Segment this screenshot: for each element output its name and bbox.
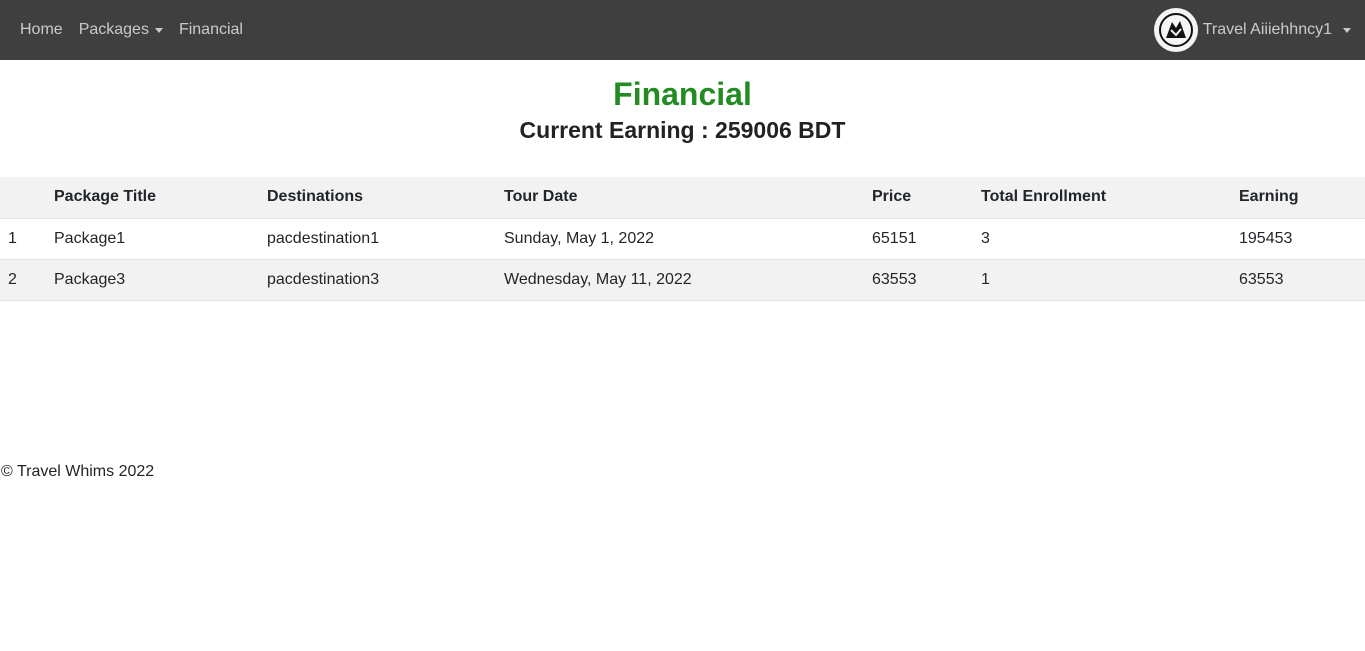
financial-table: Package Title Destinations Tour Date Pri… — [0, 177, 1365, 301]
nav-links: Home Packages Financial — [20, 21, 243, 39]
nav-home-link[interactable]: Home — [20, 21, 63, 38]
cell-index: 2 — [0, 259, 46, 301]
nav-packages-dropdown[interactable]: Packages — [79, 21, 163, 39]
cell-total-enrollment: 1 — [973, 259, 1231, 301]
cell-earning: 63553 — [1231, 259, 1365, 301]
cell-tour-date: Sunday, May 1, 2022 — [496, 218, 864, 260]
user-name-label: Travel Aiiiehhncy1 — [1202, 21, 1332, 38]
cell-price: 65151 — [864, 218, 973, 260]
header-total-enrollment: Total Enrollment — [973, 177, 1231, 219]
cell-earning: 195453 — [1231, 218, 1365, 260]
cell-package-title: Package3 — [46, 259, 259, 301]
chevron-down-icon — [1343, 27, 1351, 33]
header-price: Price — [864, 177, 973, 219]
table-header-row: Package Title Destinations Tour Date Pri… — [0, 177, 1365, 219]
page-title: Financial — [613, 76, 752, 112]
nav-packages-label: Packages — [78, 21, 149, 38]
table-row: 2 Package3 pacdestination3 Wednesday, Ma… — [0, 259, 1365, 301]
nav-financial-link[interactable]: Financial — [178, 21, 243, 38]
footer-copyright: © Travel Whims 2022 — [1, 462, 155, 480]
header-earning: Earning — [1231, 177, 1365, 219]
header-destinations: Destinations — [259, 177, 496, 219]
header-package-title: Package Title — [46, 177, 259, 219]
top-navbar: Home Packages Financial Travel Aiiiehhnc… — [0, 0, 1365, 60]
cell-price: 63553 — [864, 259, 973, 301]
cell-destination: pacdestination1 — [259, 218, 496, 260]
cell-package-title: Package1 — [46, 218, 259, 260]
avatar — [1153, 8, 1198, 52]
chevron-down-icon — [154, 27, 163, 33]
header-tour-date: Tour Date — [496, 177, 864, 219]
current-earning-heading: Current Earning : 259006 BDT — [519, 117, 846, 143]
table-row: 1 Package1 pacdestination1 Sunday, May 1… — [0, 218, 1365, 260]
user-menu-dropdown[interactable]: Travel Aiiiehhncy1 — [1153, 8, 1351, 52]
cell-tour-date: Wednesday, May 11, 2022 — [496, 259, 864, 301]
cell-index: 1 — [0, 218, 46, 260]
cell-total-enrollment: 3 — [973, 218, 1231, 260]
header-index — [0, 177, 46, 219]
avatar-logo-icon — [1158, 13, 1193, 47]
cell-destination: pacdestination3 — [259, 259, 496, 301]
